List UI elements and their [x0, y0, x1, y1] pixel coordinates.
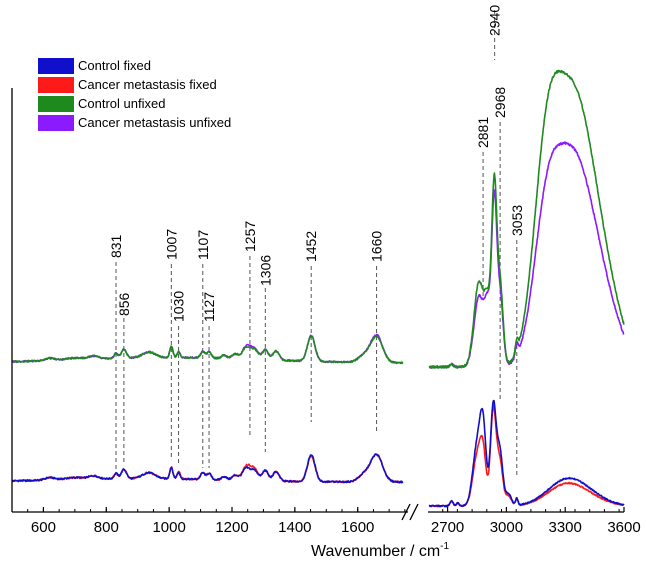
- x-tick-label: 600: [31, 519, 56, 536]
- x-axis-title: Wavenumber / cm-1: [311, 541, 450, 560]
- peak-label: 1257: [242, 221, 258, 252]
- peak-label: 831: [108, 234, 124, 258]
- x-tick-label: 3600: [607, 519, 640, 536]
- x-tick-label: 1400: [278, 519, 311, 536]
- peak-label: 1107: [195, 230, 211, 260]
- series-line-3: [11, 69, 625, 369]
- legend-swatch: [38, 58, 74, 74]
- axis-break-mark: [401, 503, 411, 521]
- peak-label: 2940: [487, 5, 503, 36]
- peak-label: 2968: [492, 87, 508, 118]
- legend-label: Cancer metastasis fixed: [78, 77, 217, 92]
- peak-label: 1660: [369, 231, 385, 262]
- peak-label: 1030: [171, 291, 187, 322]
- x-tick-label: 3000: [490, 519, 523, 536]
- peak-label: 1306: [257, 255, 273, 286]
- series-line-1: [11, 399, 625, 508]
- axis-break-mark: [409, 503, 419, 521]
- series-line-2: [11, 405, 625, 508]
- x-tick-label: 3300: [549, 519, 582, 536]
- peak-label: 1007: [163, 229, 179, 260]
- peak-label: 1127: [201, 292, 217, 322]
- peak-label: 856: [116, 292, 132, 316]
- x-tick-label: 800: [94, 519, 119, 536]
- legend-label: Control fixed: [78, 58, 151, 73]
- peak-label: 2881: [475, 117, 491, 148]
- legend-swatch: [38, 96, 74, 112]
- legend-swatch: [38, 115, 74, 131]
- peak-labels: 831 856 1007 1030 1107 1127 1257 1306 1452 1660 28…: [108, 5, 525, 322]
- legend-label: Control unfixed: [78, 96, 165, 111]
- legend-swatch: [38, 77, 74, 93]
- peak-label: 1452: [303, 231, 319, 262]
- axes: 600 800 1000 1200 1400 1600 2700 3000 3300 3600: [11, 88, 641, 536]
- x-tick-label: 1000: [152, 519, 185, 536]
- peak-label: 3053: [509, 205, 525, 236]
- x-tick-label: 2700: [431, 519, 464, 536]
- legend: Control fixed Cancer metastasis fixed Cont…: [38, 58, 231, 131]
- x-tick-label: 1600: [341, 519, 374, 536]
- spectra-series: [11, 69, 625, 508]
- legend-label: Cancer metastasis unfixed: [78, 115, 231, 130]
- x-tick-label: 1200: [215, 519, 248, 536]
